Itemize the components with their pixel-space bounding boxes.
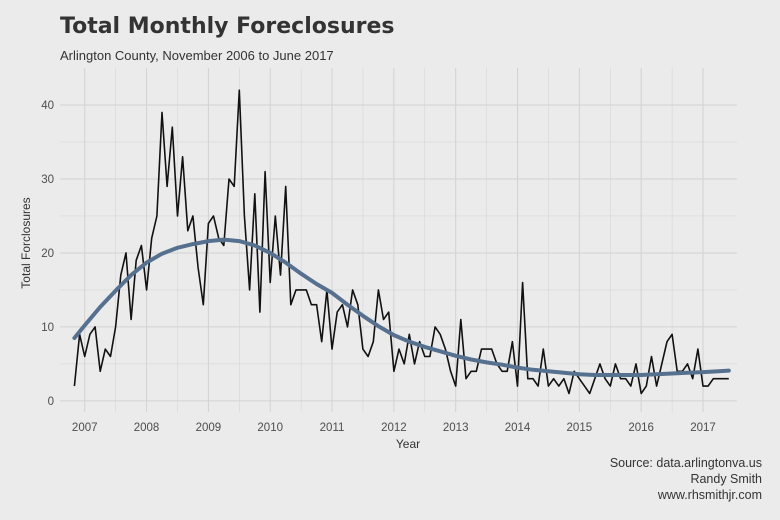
- caption: Source: data.arlingtonva.us Randy Smith …: [610, 455, 762, 503]
- x-tick-label: 2008: [134, 422, 160, 434]
- x-tick-label: 2015: [567, 422, 593, 434]
- x-tick-label: 2013: [443, 422, 469, 434]
- x-tick-label: 2007: [72, 422, 98, 434]
- grid-lines: [60, 68, 737, 412]
- x-tick-label: 2009: [196, 422, 222, 434]
- x-axis-ticks: 2007 2008 2009 2010 2011 2012 2013 2014 2015 2016…: [72, 422, 716, 434]
- y-tick-label: 10: [41, 322, 54, 334]
- caption-source: Source: data.arlingtonva.us: [609, 456, 762, 470]
- chart-subtitle: Arlington County, November 2006 to June …: [60, 48, 334, 63]
- x-axis-title: Year: [396, 437, 420, 451]
- x-tick-label: 2017: [690, 422, 716, 434]
- y-tick-label: 0: [48, 396, 54, 408]
- y-tick-label: 40: [41, 100, 54, 112]
- caption-website: www.rhsmithjr.com: [657, 488, 762, 502]
- y-tick-label: 30: [41, 174, 54, 186]
- chart-title: Total Monthly Foreclosures: [60, 14, 395, 39]
- y-axis-ticks: 0 10 20 30 40: [41, 100, 54, 408]
- smoothed-trend-line: [72, 237, 731, 377]
- x-tick-label: 2011: [320, 422, 345, 434]
- y-tick-label: 20: [41, 248, 54, 260]
- x-tick-label: 2014: [505, 422, 531, 434]
- x-tick-label: 2012: [381, 422, 407, 434]
- y-axis-title: Total Forclosures: [19, 197, 33, 288]
- x-tick-label: 2016: [628, 422, 654, 434]
- caption-author: Randy Smith: [690, 472, 762, 486]
- x-tick-label: 2010: [257, 422, 283, 434]
